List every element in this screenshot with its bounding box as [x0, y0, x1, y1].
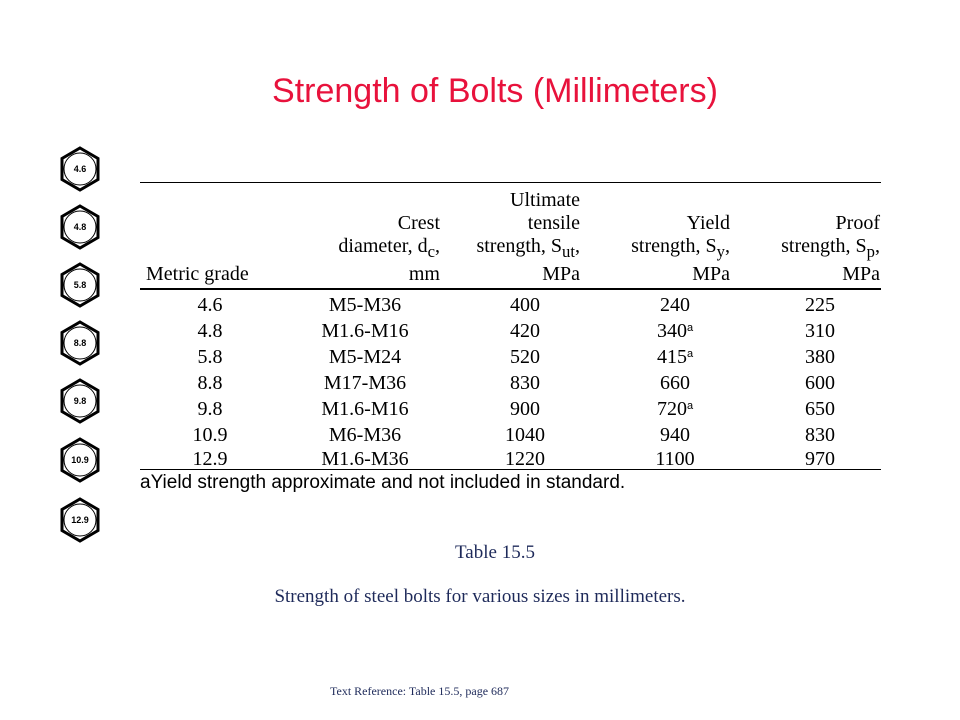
table-row: 8.8 M17-M36 830 660 600	[140, 370, 881, 396]
table-header-rule	[140, 288, 881, 290]
uts-cell: 1040	[505, 424, 545, 446]
table-caption: Strength of steel bolts for various size…	[274, 586, 686, 607]
table-number: Table 15.5	[455, 542, 535, 563]
uts-cell: 420	[510, 320, 540, 342]
table-row: 12.9 M1.6-M36 1220 1100 970	[140, 446, 881, 472]
bolt-head-icon: 4.6	[57, 146, 103, 192]
grade-cell: 10.9	[192, 424, 228, 446]
grade-cell: 5.8	[197, 346, 223, 368]
yield-cell: 660	[660, 372, 690, 394]
bolt-head-icon: 4.8	[57, 204, 103, 250]
uts-cell: 1220	[505, 448, 545, 470]
header-proof-strength: Proof strength, Sp, MPa	[781, 212, 880, 285]
bolt-head-icon: 10.9	[57, 437, 103, 483]
bolt-head-icon: 5.8	[57, 262, 103, 308]
yield-cell: 1100	[655, 448, 695, 470]
grade-cell: 4.8	[197, 320, 223, 342]
bolt-grade-label: 4.8	[73, 222, 87, 232]
bolt-grade-label: 12.9	[71, 515, 89, 525]
footnote-marker: a	[686, 400, 694, 412]
uts-cell: 830	[510, 372, 540, 394]
slide-title: Strength of Bolts (Millimeters)	[272, 72, 718, 110]
header-metric-grade: Metric grade	[146, 263, 249, 285]
proof-cell: 380	[805, 346, 835, 368]
footnote-marker: a	[686, 348, 694, 360]
table-bottom-rule	[140, 469, 881, 470]
table-row: 4.6 M5-M36 400 240 225	[140, 292, 881, 318]
proof-cell: 650	[805, 398, 835, 420]
uts-cell: 400	[510, 294, 540, 316]
diameter-cell: M5-M36	[328, 294, 402, 316]
proof-cell: 830	[805, 424, 835, 446]
diameter-cell: M1.6-M16	[321, 320, 409, 342]
bolt-grade-label: 8.8	[73, 338, 87, 348]
grade-cell: 12.9	[192, 448, 228, 470]
table-row: 9.8 M1.6-M16 900 720a 650	[140, 396, 881, 422]
table-footnote: aYield strength approximate and not incl…	[140, 472, 626, 493]
header-crest-diameter: Crest diameter, dc, mm	[338, 212, 440, 285]
yield-cell: 240	[660, 294, 690, 316]
uts-cell: 900	[510, 398, 540, 420]
proof-cell: 310	[805, 320, 835, 342]
header-ultimate-tensile-strength: Ultimate tensile strength, Sut, MPa	[476, 189, 580, 285]
proof-cell: 970	[805, 448, 835, 470]
yield-cell: 940	[660, 424, 690, 446]
bolt-grade-label: 10.9	[71, 455, 89, 465]
diameter-cell: M17-M36	[323, 372, 407, 394]
yield-cell: 340a	[656, 320, 694, 342]
yield-cell: 720a	[656, 398, 694, 420]
grade-cell: 9.8	[197, 398, 223, 420]
bolt-head-icon: 9.8	[57, 378, 103, 424]
proof-cell: 600	[805, 372, 835, 394]
footnote-marker: a	[686, 322, 694, 334]
grade-cell: 8.8	[197, 372, 223, 394]
uts-cell: 520	[510, 346, 540, 368]
text-reference: Text Reference: Table 15.5, page 687	[330, 684, 510, 698]
bolt-head-icon: 8.8	[57, 320, 103, 366]
proof-cell: 225	[805, 294, 835, 316]
diameter-cell: M1.6-M16	[321, 398, 409, 420]
grade-cell: 4.6	[197, 294, 223, 316]
table-row: 5.8 M5-M24 520 415a 380	[140, 344, 881, 370]
bolt-head-icon: 12.9	[57, 497, 103, 543]
bolt-grade-label: 4.6	[73, 164, 87, 174]
table-top-rule	[140, 182, 881, 183]
header-yield-strength: Yield strength, Sy, MPa	[631, 212, 730, 285]
yield-cell: 415a	[656, 346, 694, 368]
table-row: 10.9 M6-M36 1040 940 830	[140, 422, 881, 448]
diameter-cell: M1.6-M36	[321, 448, 409, 470]
diameter-cell: M5-M24	[328, 346, 402, 368]
bolt-grade-label: 9.8	[73, 396, 87, 406]
bolt-grade-label: 5.8	[73, 280, 87, 290]
table-row: 4.8 M1.6-M16 420 340a 310	[140, 318, 881, 344]
diameter-cell: M6-M36	[328, 424, 402, 446]
